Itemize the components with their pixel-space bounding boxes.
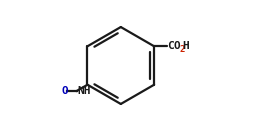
Text: 2: 2	[180, 45, 185, 54]
Text: O: O	[62, 86, 68, 96]
Text: NH: NH	[77, 86, 90, 96]
Text: H: H	[183, 41, 189, 51]
Text: O: O	[174, 41, 180, 51]
Text: C: C	[168, 41, 174, 51]
